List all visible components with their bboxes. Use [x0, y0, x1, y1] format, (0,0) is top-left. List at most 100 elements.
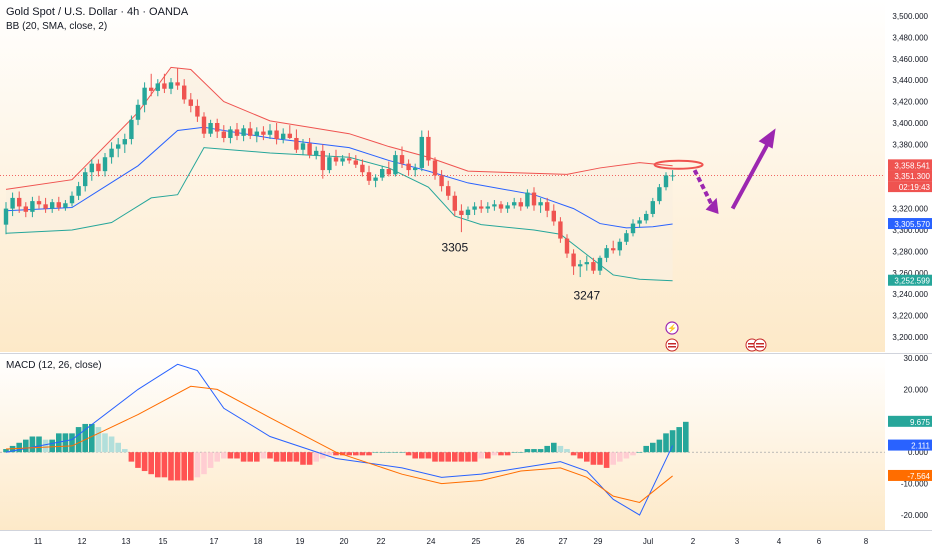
- candle-body: [168, 82, 174, 89]
- macd-histogram-bar: [458, 452, 465, 462]
- macd-histogram-bar: [498, 452, 504, 456]
- time-axis-label: 17: [210, 537, 219, 546]
- candle-body: [373, 177, 378, 181]
- macd-indicator-label[interactable]: MACD (12, 26, close): [6, 360, 102, 371]
- price-tick-label: 3,220.000: [892, 312, 928, 321]
- time-axis-label: 18: [254, 537, 263, 546]
- candle-body: [333, 157, 339, 162]
- macd-histogram-bar: [353, 452, 359, 456]
- macd-histogram-bar: [89, 423, 95, 453]
- macd-histogram-bar: [551, 442, 557, 453]
- macd-histogram-bar: [339, 452, 346, 456]
- candle-body: [195, 105, 200, 117]
- price-badge-label: 02:19:43: [899, 183, 931, 192]
- candle-body: [162, 83, 167, 89]
- macd-histogram-bar: [115, 442, 121, 453]
- macd-histogram-bar: [623, 452, 630, 459]
- symbol-title: Gold Spot / U.S. Dollar · 4h · OANDA: [6, 6, 189, 18]
- macd-histogram-bar: [320, 452, 326, 459]
- price-tick-label: 3,320.000: [892, 205, 928, 214]
- us-flag-stripe: [748, 343, 756, 345]
- us-flag-event-icon: [753, 338, 767, 352]
- candle-body: [314, 150, 319, 156]
- candle-body: [63, 203, 68, 208]
- macd-histogram-bar: [273, 452, 280, 462]
- candle-body: [630, 223, 636, 234]
- price-badge: [888, 170, 932, 182]
- price-badge-label: 3,305.570: [894, 220, 930, 229]
- macd-histogram-bar: [669, 430, 676, 453]
- candle-body: [419, 136, 424, 168]
- macd-badge-label: 9.675: [910, 418, 931, 427]
- candle-body: [485, 206, 490, 209]
- candle-body: [17, 197, 22, 207]
- candle-body: [149, 87, 154, 91]
- candle-body: [558, 221, 563, 239]
- time-axis-label: 4: [777, 537, 782, 546]
- candle-body: [327, 157, 332, 171]
- price-tick-label: 3,280.000: [892, 247, 928, 256]
- macd-histogram-bar: [399, 452, 405, 453]
- candle-body: [30, 201, 35, 212]
- macd-histogram-bar: [366, 452, 372, 456]
- candle-body: [175, 82, 180, 86]
- candle-body: [538, 202, 543, 206]
- macd-histogram-bar: [16, 442, 22, 453]
- bb-indicator-label[interactable]: BB (20, SMA, close, 2): [6, 21, 108, 32]
- macd-histogram-bar: [564, 449, 570, 453]
- macd-badge: [888, 439, 932, 451]
- macd-histogram-bar: [511, 452, 517, 453]
- candle-body: [116, 144, 121, 149]
- time-axis-label: 15: [159, 537, 168, 546]
- candle-body: [670, 175, 675, 177]
- candle-body: [479, 206, 484, 209]
- down-arrow-head: [705, 197, 719, 214]
- candle-body: [320, 150, 325, 171]
- macd-histogram-bar: [174, 452, 181, 481]
- candle-body: [584, 262, 589, 265]
- macd-histogram-bar: [102, 433, 108, 453]
- macd-histogram-bar: [227, 452, 234, 459]
- macd-tick-label: 20.000: [904, 385, 929, 394]
- macd-histogram-bar: [201, 452, 207, 475]
- macd-histogram-bar: [491, 452, 498, 456]
- time-axis-label: 11: [34, 537, 43, 546]
- candle-body: [281, 133, 286, 140]
- candle-body: [129, 119, 134, 140]
- macd-tick-label: 30.000: [904, 354, 929, 363]
- macd-histogram-bar: [531, 449, 537, 453]
- candle-body: [360, 164, 365, 173]
- candle-body: [512, 202, 517, 206]
- macd-histogram-bar: [656, 439, 663, 453]
- time-axis-label: 29: [594, 537, 603, 546]
- macd-histogram-bar: [247, 452, 253, 462]
- macd-histogram-bar: [234, 452, 240, 459]
- price-badge: [888, 274, 932, 286]
- candle-body: [663, 175, 669, 188]
- macd-histogram-bar: [346, 452, 352, 456]
- up-arrow-head: [758, 128, 776, 149]
- candle-body: [109, 148, 114, 158]
- macd-histogram-bar: [23, 439, 29, 453]
- candle-body: [564, 238, 570, 254]
- candle-body: [69, 195, 75, 204]
- macd-histogram-bar: [617, 452, 623, 462]
- time-axis-label: 3: [735, 537, 740, 546]
- candle-body: [36, 201, 42, 205]
- us-flag-stripe: [748, 346, 756, 348]
- candle-body: [254, 131, 259, 136]
- price-tick-label: 3,240.000: [892, 290, 928, 299]
- macd-tick-label: 0.000: [908, 448, 929, 457]
- macd-histogram-bar: [188, 452, 194, 481]
- macd-histogram-bar: [643, 445, 649, 453]
- us-flag-stripe: [668, 343, 676, 345]
- macd-badge-label: 2.111: [911, 442, 930, 451]
- macd-histogram-bar: [537, 449, 544, 453]
- candle-body: [518, 202, 523, 207]
- candle-body: [10, 197, 15, 209]
- candle-body: [637, 220, 642, 224]
- resistance-ellipse: [653, 159, 704, 170]
- down-arrow-shaft: [692, 169, 715, 208]
- macd-histogram-bar: [425, 452, 432, 459]
